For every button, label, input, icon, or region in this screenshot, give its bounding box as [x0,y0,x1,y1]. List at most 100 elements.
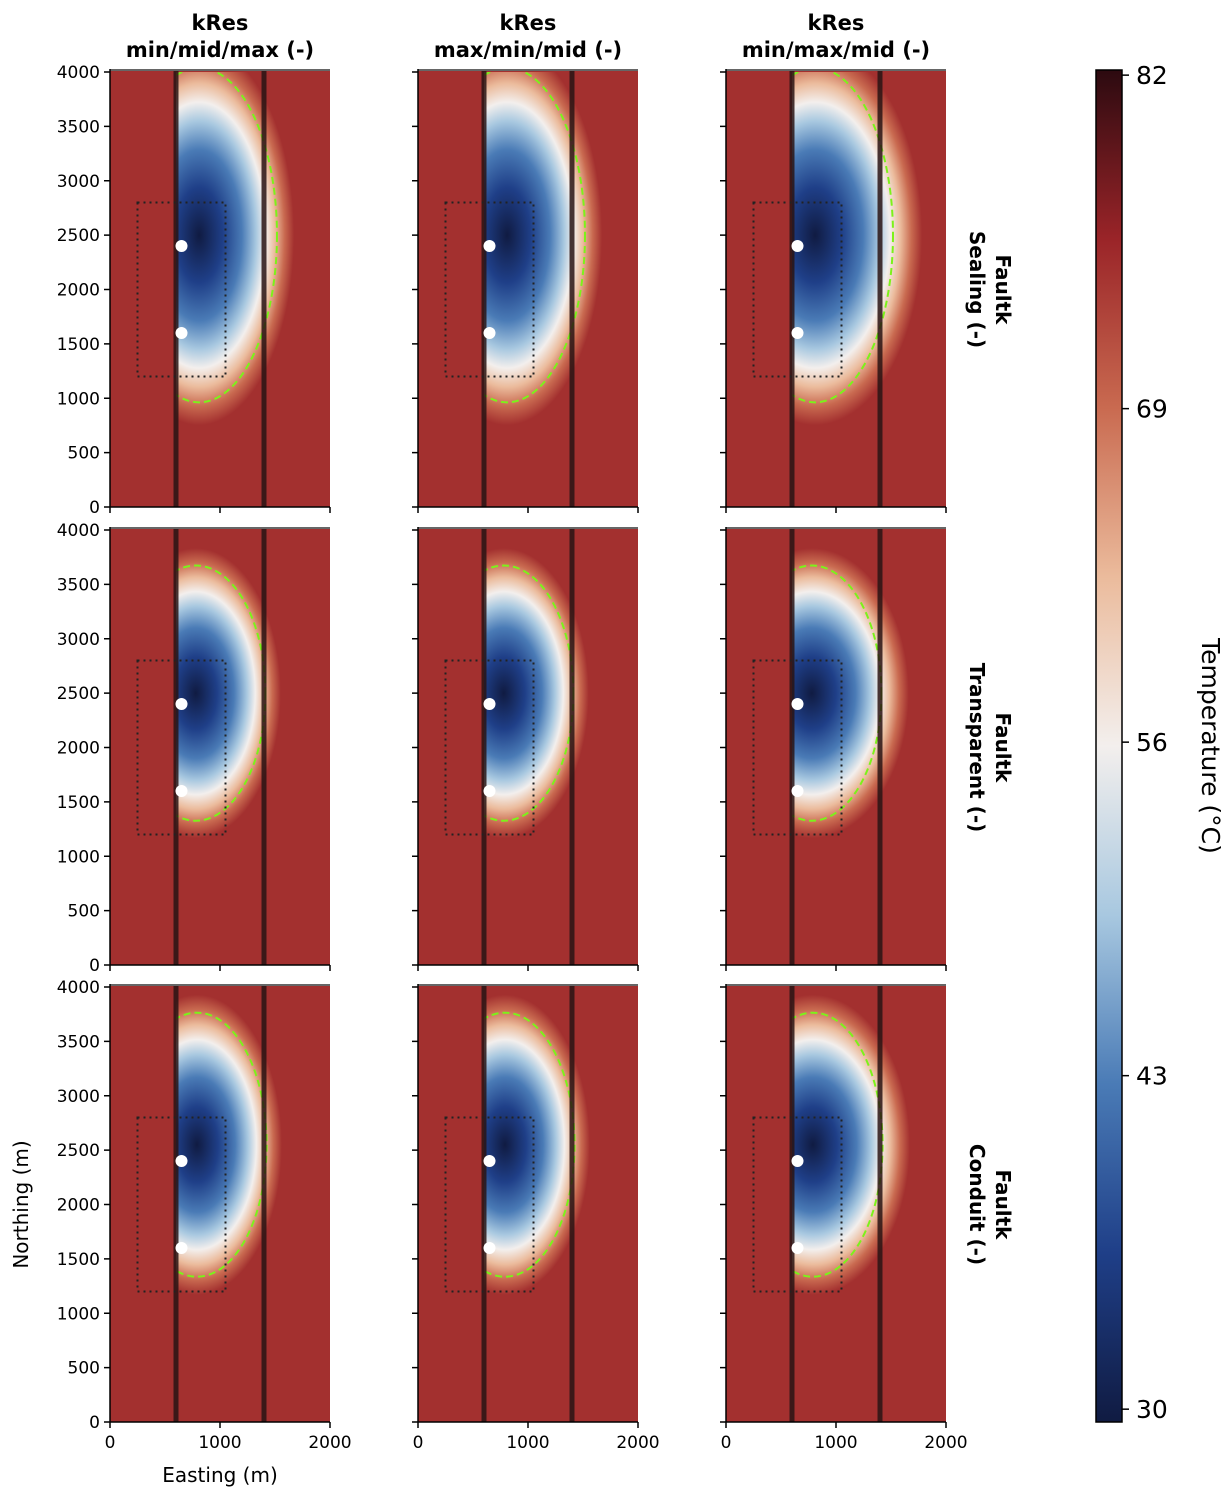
y-tick-label: 0 [89,956,100,976]
plume-contour [792,1011,884,1278]
x-tick-label: 0 [413,1433,424,1453]
panel [412,69,639,513]
panel: 0 1000 2000 [412,984,660,1453]
panel [720,69,947,513]
y-tick-label: 0 [89,498,100,518]
well [791,240,804,252]
y-tick-label: 1500 [57,1250,100,1270]
target-box [752,1116,843,1293]
well [791,1155,804,1167]
y-tick-label: 3000 [57,1087,100,1107]
row-label: Sealing (-) [965,231,989,348]
well [175,1242,188,1254]
well [791,327,804,339]
x-tick-label: 2000 [924,1433,967,1453]
x-tick-label: 1000 [814,1433,857,1453]
cold-plume [484,548,589,839]
target-box [444,1116,535,1293]
well [175,240,188,252]
cold-plume [484,994,590,1295]
y-tick-label: 4000 [57,978,100,998]
well [791,698,804,710]
plume-contour [176,1011,268,1278]
target-box [444,201,535,378]
row-label: Faultk [991,255,1015,326]
cold-plume [176,548,281,839]
y-tick-label: 4000 [57,63,100,83]
x-tick-label: 0 [721,1433,732,1453]
well [483,698,496,710]
well [175,785,188,797]
colorbar-tick-label: 30 [1136,1395,1168,1424]
well [175,698,188,710]
y-tick-label: 3000 [57,172,100,192]
y-tick-label: 4000 [57,521,100,541]
panel [720,527,947,971]
panel: 0 1000 2000 [720,984,968,1453]
column-title: max/min/mid (-) [434,38,622,62]
x-tick-label: 1000 [506,1433,549,1453]
y-tick-label: 3000 [57,630,100,650]
well [791,1242,804,1254]
panel: 0 500 1000 1500 2000 2500 3000 3500 4000 0 1000 200… [57,978,352,1453]
y-tick-label: 500 [68,902,100,922]
target-box [136,201,227,378]
row-label: Faultk [991,713,1015,784]
row-label: Faultk [991,1170,1015,1241]
y-tick-label: 2000 [57,281,100,301]
well [483,1155,496,1167]
plume-contour [484,72,586,404]
colorbar-tick-label: 82 [1136,61,1168,90]
plume-contour [792,72,894,404]
y-tick-label: 3500 [57,117,100,137]
y-tick-label: 2500 [57,1141,100,1161]
y-axis-label: Northing (m) [9,1140,33,1268]
column-title: min/max/mid (-) [742,38,930,62]
plume-contour [176,72,278,404]
target-box [444,659,535,836]
panel [412,527,639,971]
well [483,1242,496,1254]
target-box [752,201,843,378]
column-title: kRes [500,11,557,35]
plume-contour [484,1011,576,1278]
y-tick-label: 2500 [57,684,100,704]
y-tick-label: 3500 [57,1032,100,1052]
x-tick-label: 0 [105,1433,116,1453]
y-tick-label: 1500 [57,335,100,355]
y-tick-label: 2000 [57,739,100,759]
cold-plume [176,994,282,1295]
y-tick-label: 2000 [57,1196,100,1216]
well [175,327,188,339]
column-title: min/mid/max (-) [126,38,314,62]
x-axis-label: Easting (m) [162,1463,278,1487]
target-box [136,1116,227,1293]
y-tick-label: 500 [68,444,100,464]
column-title: kRes [192,11,249,35]
panel: 0 500 1000 1500 2000 2500 3000 3500 4000 [57,521,331,976]
colorbar-label: Temperature (°C) [1196,637,1225,854]
well [483,327,496,339]
x-tick-label: 1000 [198,1433,241,1453]
y-tick-label: 0 [89,1413,100,1433]
colorbar [1095,69,1123,1423]
row-label: Conduit (-) [965,1144,989,1265]
x-tick-label: 2000 [308,1433,351,1453]
y-tick-label: 2500 [57,226,100,246]
y-tick-label: 1500 [57,793,100,813]
target-box [752,659,843,836]
colorbar-tick-label: 43 [1136,1062,1168,1091]
column-title: kRes [808,11,865,35]
well [175,1155,188,1167]
y-tick-label: 500 [68,1359,100,1379]
well [791,785,804,797]
colorbar-tick-label: 56 [1136,728,1168,757]
target-box [136,659,227,836]
cold-plume [792,72,923,426]
well [483,785,496,797]
y-tick-label: 1000 [57,389,100,409]
x-tick-label: 2000 [616,1433,659,1453]
y-tick-label: 1000 [57,1304,100,1324]
row-label: Transparent (-) [965,663,989,833]
